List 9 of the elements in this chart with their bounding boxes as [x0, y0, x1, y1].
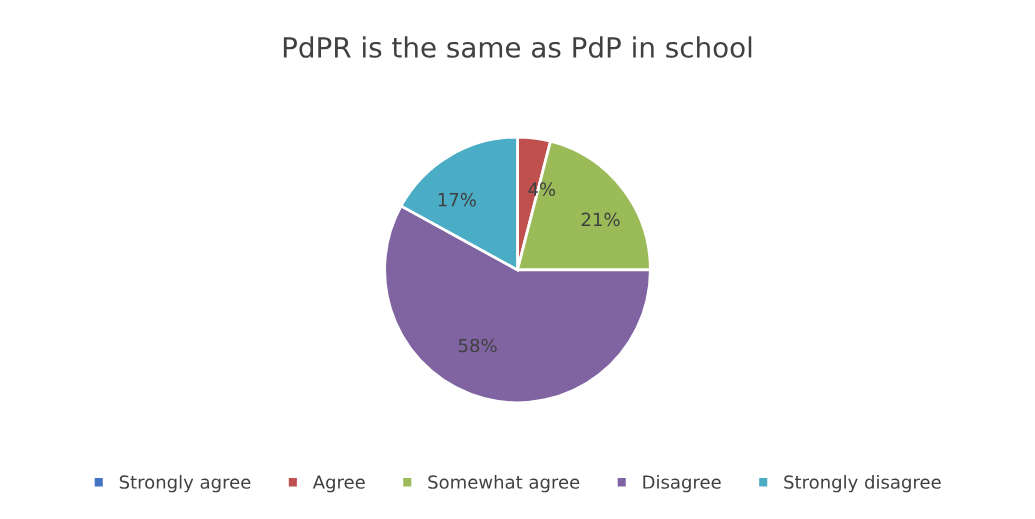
legend-label: Disagree: [643, 474, 721, 493]
data-label: 17%: [438, 192, 476, 207]
legend-label: Strongly agree: [119, 474, 251, 493]
legend-label: Somewhat agree: [428, 474, 580, 493]
data-label: 21%: [581, 212, 620, 227]
legend-label: Strongly disagree: [784, 474, 941, 493]
chart-title: PdPR is the same as PdP in school: [283, 36, 752, 58]
data-label: 58%: [458, 338, 497, 353]
legend-label: Agree: [312, 475, 365, 493]
